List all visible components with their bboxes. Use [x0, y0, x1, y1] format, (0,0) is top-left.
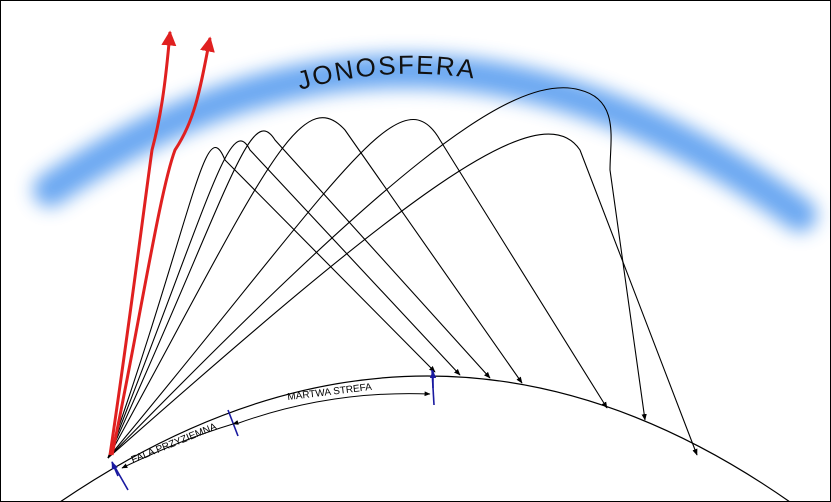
diagram: JONOSFERA FALA PRZYZIEMNA MARTWA STREFA	[0, 0, 831, 502]
